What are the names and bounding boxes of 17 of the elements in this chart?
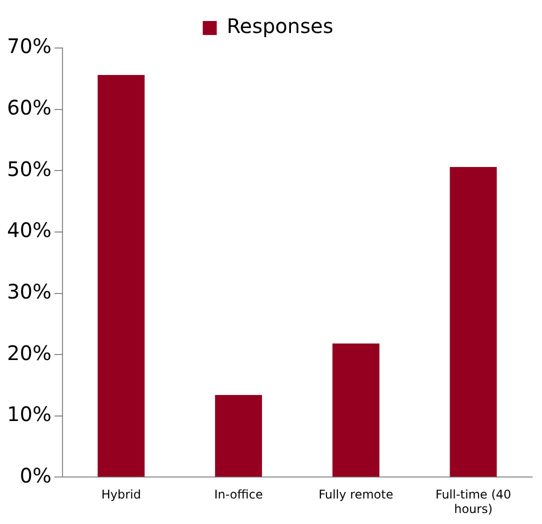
bar (98, 74, 145, 477)
y-tick-label: 50% (7, 156, 52, 181)
x-tick-label: Full-time (40 hours) (435, 488, 512, 516)
y-tick-label: 60% (7, 96, 52, 120)
x-tick-label: Fully remote (318, 488, 394, 502)
x-tick-label: In-office (214, 488, 263, 502)
y-tick-label: 10% (7, 402, 52, 426)
y-tick-label: 70% (7, 34, 52, 58)
bar (332, 344, 380, 477)
x-tick-label: Hybrid (101, 488, 141, 502)
y-tick-label: 20% (7, 340, 52, 365)
bar (450, 166, 497, 477)
legend-label: Responses (226, 14, 334, 38)
y-tick-label: 30% (7, 279, 52, 304)
y-tick-label: 40% (7, 218, 52, 242)
bar (215, 395, 262, 477)
y-tick-label: 0% (20, 463, 52, 488)
